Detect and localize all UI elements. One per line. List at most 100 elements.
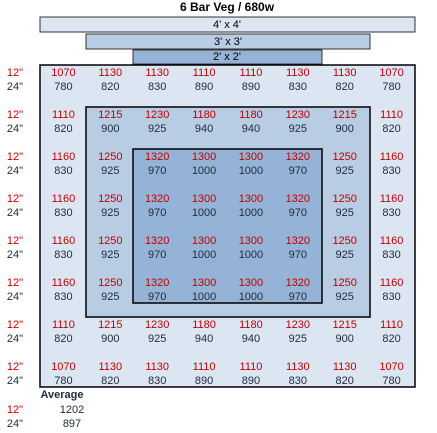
reading: 900 — [336, 333, 354, 345]
reading: 830 — [382, 291, 400, 303]
reading: 940 — [242, 333, 260, 345]
reading: 830 — [289, 81, 307, 93]
reading: 1300 — [192, 277, 216, 289]
height-label: 12" — [7, 109, 23, 121]
reading: 1230 — [145, 319, 169, 331]
height-label: 24" — [7, 375, 23, 387]
reading: 830 — [54, 249, 72, 261]
reading: 925 — [101, 249, 119, 261]
reading: 890 — [195, 375, 213, 387]
reading: 1300 — [192, 235, 216, 247]
height-label: 24" — [7, 418, 23, 430]
reading: 1215 — [98, 109, 122, 121]
reading: 820 — [382, 123, 400, 135]
reading: 1130 — [333, 361, 357, 373]
reading: 925 — [336, 165, 354, 177]
reading: 900 — [101, 123, 119, 135]
reading: 1000 — [239, 207, 263, 219]
reading: 1320 — [145, 277, 169, 289]
height-label: 12" — [7, 361, 23, 373]
reading: 1110 — [193, 67, 216, 79]
reading: 970 — [289, 291, 307, 303]
reading: 1180 — [192, 109, 216, 121]
height-label: 24" — [7, 207, 23, 219]
reading: 970 — [289, 249, 307, 261]
reading: 925 — [336, 249, 354, 261]
reading: 1230 — [286, 319, 310, 331]
height-label: 12" — [7, 67, 23, 79]
reading: 830 — [148, 375, 166, 387]
footprint-bar — [39, 16, 416, 33]
height-label: 12" — [7, 319, 23, 331]
reading: 1130 — [333, 67, 357, 79]
height-label: 24" — [7, 291, 23, 303]
reading: 925 — [148, 123, 166, 135]
reading: 1160 — [52, 151, 76, 163]
reading: 1160 — [52, 277, 76, 289]
reading: 780 — [382, 81, 400, 93]
average-value: 897 — [63, 418, 81, 430]
reading: 925 — [148, 333, 166, 345]
reading: 1250 — [98, 277, 122, 289]
reading: 1320 — [286, 151, 310, 163]
reading: 1300 — [239, 277, 263, 289]
reading: 1110 — [193, 361, 216, 373]
footprint-label: 4' x 4' — [213, 19, 241, 31]
reading: 1320 — [145, 235, 169, 247]
reading: 1250 — [332, 235, 356, 247]
reading: 890 — [195, 81, 213, 93]
reading: 1160 — [380, 151, 404, 163]
reading: 820 — [101, 375, 119, 387]
height-label: 24" — [7, 81, 23, 93]
reading: 970 — [148, 207, 166, 219]
height-label: 12" — [7, 277, 23, 289]
reading: 1250 — [98, 193, 122, 205]
height-label: 12" — [7, 404, 23, 416]
reading: 940 — [195, 123, 213, 135]
reading: 1070 — [379, 361, 403, 373]
reading: 1320 — [286, 193, 310, 205]
reading: 900 — [101, 333, 119, 345]
reading: 925 — [336, 291, 354, 303]
height-label: 24" — [7, 165, 23, 177]
reading: 890 — [242, 375, 260, 387]
reading: 1130 — [286, 361, 310, 373]
reading: 1320 — [145, 193, 169, 205]
height-label: 24" — [7, 123, 23, 135]
reading: 830 — [382, 165, 400, 177]
reading: 970 — [148, 165, 166, 177]
reading: 820 — [54, 123, 72, 135]
height-label: 12" — [7, 151, 23, 163]
reading: 1250 — [332, 277, 356, 289]
reading: 1180 — [192, 319, 216, 331]
reading: 1070 — [51, 67, 75, 79]
average-value: 1202 — [60, 404, 84, 416]
reading: 1250 — [332, 151, 356, 163]
reading: 1070 — [51, 361, 75, 373]
reading: 1000 — [239, 291, 263, 303]
reading: 925 — [101, 207, 119, 219]
reading: 1000 — [192, 207, 216, 219]
reading: 820 — [382, 333, 400, 345]
reading: 820 — [101, 81, 119, 93]
reading: 1130 — [145, 67, 169, 79]
reading: 1300 — [239, 193, 263, 205]
reading: 1110 — [240, 67, 263, 79]
reading: 925 — [101, 165, 119, 177]
reading: 1130 — [98, 361, 122, 373]
reading: 1000 — [192, 165, 216, 177]
height-label: 12" — [7, 235, 23, 247]
title: 6 Bar Veg / 680w — [180, 0, 275, 14]
reading: 1320 — [145, 151, 169, 163]
reading: 1110 — [52, 319, 75, 331]
reading: 890 — [242, 81, 260, 93]
reading: 1250 — [98, 151, 122, 163]
reading: 830 — [148, 81, 166, 93]
reading: 780 — [382, 375, 400, 387]
reading: 1250 — [332, 193, 356, 205]
area-2x2 — [132, 148, 323, 304]
reading: 1000 — [192, 291, 216, 303]
reading: 1230 — [145, 109, 169, 121]
reading: 820 — [336, 375, 354, 387]
